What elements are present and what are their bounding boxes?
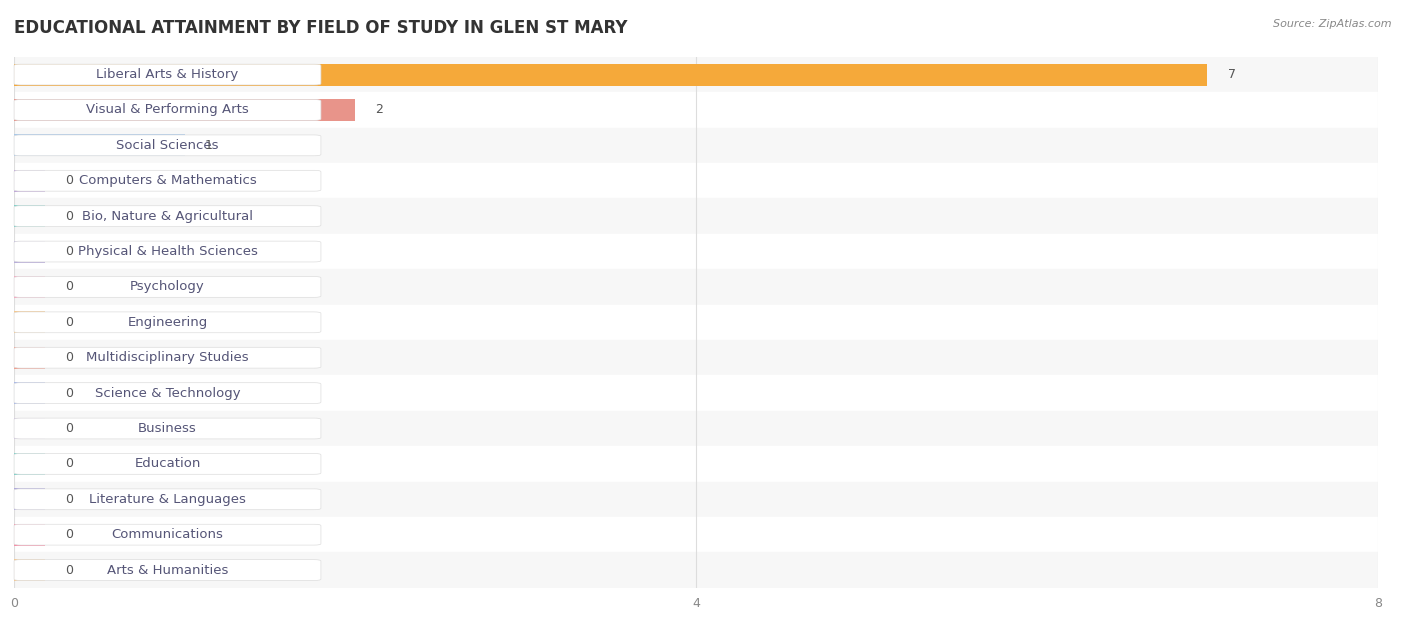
Bar xyxy=(14,517,1378,552)
FancyBboxPatch shape xyxy=(14,383,321,403)
Bar xyxy=(14,340,1378,375)
FancyBboxPatch shape xyxy=(14,525,321,545)
Bar xyxy=(14,312,45,333)
Text: Arts & Humanities: Arts & Humanities xyxy=(107,564,228,576)
Bar xyxy=(14,489,45,510)
Bar xyxy=(14,198,1378,234)
Text: Multidisciplinary Studies: Multidisciplinary Studies xyxy=(86,351,249,364)
Bar xyxy=(14,163,1378,198)
Bar xyxy=(14,347,45,368)
FancyBboxPatch shape xyxy=(14,206,321,226)
FancyBboxPatch shape xyxy=(14,560,321,580)
Bar xyxy=(14,482,1378,517)
Bar xyxy=(14,418,45,439)
Text: Bio, Nature & Agricultural: Bio, Nature & Agricultural xyxy=(82,210,253,222)
Bar xyxy=(14,382,45,404)
FancyBboxPatch shape xyxy=(14,312,321,332)
Bar xyxy=(14,170,45,191)
Text: 1: 1 xyxy=(205,139,212,152)
Text: Literature & Languages: Literature & Languages xyxy=(89,493,246,506)
Text: Social Sciences: Social Sciences xyxy=(117,139,219,152)
Text: Physical & Health Sciences: Physical & Health Sciences xyxy=(77,245,257,258)
Bar xyxy=(14,205,45,227)
Text: 0: 0 xyxy=(65,422,73,435)
Text: 0: 0 xyxy=(65,210,73,222)
FancyBboxPatch shape xyxy=(14,64,321,85)
Text: Education: Education xyxy=(135,458,201,470)
Bar xyxy=(14,92,1378,128)
Bar xyxy=(14,411,1378,446)
Bar xyxy=(14,234,1378,269)
Bar xyxy=(14,559,45,581)
FancyBboxPatch shape xyxy=(14,100,321,120)
Bar xyxy=(14,305,1378,340)
Bar xyxy=(14,375,1378,411)
Bar xyxy=(14,453,45,475)
Text: Psychology: Psychology xyxy=(131,281,205,293)
Bar xyxy=(14,446,1378,482)
Text: Source: ZipAtlas.com: Source: ZipAtlas.com xyxy=(1274,19,1392,29)
Bar xyxy=(14,276,45,298)
Bar xyxy=(14,135,184,156)
FancyBboxPatch shape xyxy=(14,348,321,368)
FancyBboxPatch shape xyxy=(14,418,321,439)
Bar xyxy=(14,524,45,545)
Text: Visual & Performing Arts: Visual & Performing Arts xyxy=(86,104,249,116)
FancyBboxPatch shape xyxy=(14,489,321,509)
Text: 0: 0 xyxy=(65,174,73,187)
FancyBboxPatch shape xyxy=(14,135,321,155)
Text: 0: 0 xyxy=(65,281,73,293)
Bar xyxy=(14,552,1378,588)
Bar xyxy=(14,269,1378,305)
Text: 0: 0 xyxy=(65,458,73,470)
FancyBboxPatch shape xyxy=(14,241,321,262)
Text: Science & Technology: Science & Technology xyxy=(94,387,240,399)
Text: 2: 2 xyxy=(375,104,384,116)
Text: 0: 0 xyxy=(65,351,73,364)
Text: 0: 0 xyxy=(65,387,73,399)
Text: Computers & Mathematics: Computers & Mathematics xyxy=(79,174,256,187)
Text: Communications: Communications xyxy=(111,528,224,541)
Text: 7: 7 xyxy=(1227,68,1236,81)
Bar xyxy=(14,241,45,262)
Text: 0: 0 xyxy=(65,245,73,258)
Bar xyxy=(14,57,1378,92)
Bar xyxy=(14,99,354,121)
Text: 0: 0 xyxy=(65,528,73,541)
FancyBboxPatch shape xyxy=(14,277,321,297)
Text: EDUCATIONAL ATTAINMENT BY FIELD OF STUDY IN GLEN ST MARY: EDUCATIONAL ATTAINMENT BY FIELD OF STUDY… xyxy=(14,19,627,37)
Bar xyxy=(14,128,1378,163)
Text: 0: 0 xyxy=(65,493,73,506)
FancyBboxPatch shape xyxy=(14,171,321,191)
Text: Business: Business xyxy=(138,422,197,435)
Text: 0: 0 xyxy=(65,316,73,329)
Text: 0: 0 xyxy=(65,564,73,576)
FancyBboxPatch shape xyxy=(14,454,321,474)
Text: Liberal Arts & History: Liberal Arts & History xyxy=(97,68,239,81)
Text: Engineering: Engineering xyxy=(128,316,208,329)
Bar xyxy=(14,64,1208,85)
